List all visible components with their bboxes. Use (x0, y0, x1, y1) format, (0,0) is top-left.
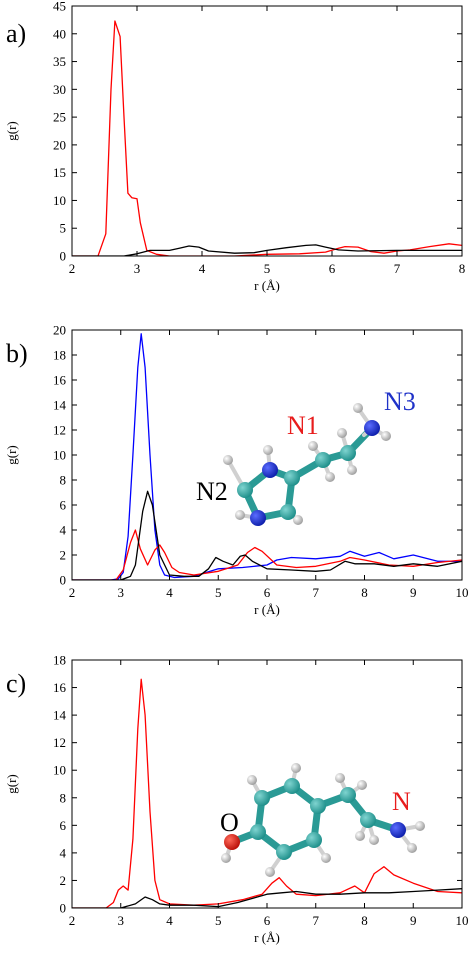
x-axis-label: r (Å) (254, 278, 280, 293)
x-axis-label: r (Å) (254, 602, 280, 617)
x-tick-label: 5 (215, 585, 222, 600)
x-tick-label: 5 (264, 261, 271, 276)
x-tick-label: 8 (361, 913, 368, 928)
y-tick-label: 0 (60, 249, 67, 264)
y-tick-label: 4 (60, 523, 67, 538)
plot-frame (71, 5, 463, 257)
x-tick-label: 6 (264, 585, 271, 600)
x-tick-label: 6 (329, 261, 336, 276)
y-tick-label: 4 (60, 845, 67, 860)
y-tick-label: 20 (53, 323, 66, 338)
y-tick-label: 0 (60, 573, 67, 588)
y-axis-label: g(r) (4, 774, 19, 794)
x-tick-label: 3 (118, 585, 125, 600)
y-tick-label: 40 (53, 26, 66, 41)
x-tick-label: 7 (313, 585, 320, 600)
y-tick-label: 18 (53, 653, 66, 668)
y-tick-label: 5 (60, 221, 67, 236)
y-tick-label: 30 (53, 82, 66, 97)
label-o: O (220, 808, 239, 837)
y-tick-label: 16 (53, 373, 67, 388)
y-tick-label: 16 (53, 680, 67, 695)
x-tick-label: 10 (456, 913, 469, 928)
y-tick-label: 0 (60, 901, 67, 916)
panel-label: c) (6, 669, 26, 698)
y-tick-label: 12 (53, 423, 66, 438)
y-tick-label: 20 (53, 137, 66, 152)
label-n1: N1 (287, 411, 319, 440)
x-tick-label: 2 (69, 913, 76, 928)
series-line-1 (72, 529, 462, 580)
y-tick-label: 2 (60, 548, 67, 563)
label-n3: N3 (384, 387, 416, 416)
y-tick-label: 2 (60, 873, 67, 888)
x-tick-label: 9 (410, 913, 417, 928)
x-tick-label: 8 (361, 585, 368, 600)
y-tick-label: 12 (53, 735, 66, 750)
y-tick-label: 15 (53, 165, 66, 180)
y-tick-label: 10 (53, 763, 66, 778)
series-line-1 (72, 244, 462, 256)
y-tick-label: 6 (60, 818, 67, 833)
x-axis-label: r (Å) (254, 930, 280, 945)
x-tick-label: 10 (456, 585, 469, 600)
y-axis-label: g(r) (4, 121, 19, 141)
y-tick-label: 14 (53, 398, 67, 413)
panel-label: a) (6, 19, 26, 48)
series-line-0 (72, 678, 462, 908)
x-tick-label: 8 (459, 261, 466, 276)
y-axis-label: g(r) (4, 445, 19, 465)
histamine-molecule (223, 403, 391, 526)
label-n: N (392, 787, 411, 816)
y-tick-label: 10 (53, 448, 66, 463)
x-tick-label: 4 (166, 585, 173, 600)
x-tick-label: 4 (166, 913, 173, 928)
x-tick-label: 7 (394, 261, 401, 276)
label-n2: N2 (196, 477, 228, 506)
y-tick-label: 35 (53, 54, 66, 69)
series-line-2 (72, 490, 462, 580)
tyramine-molecule (221, 763, 425, 877)
x-tick-label: 3 (118, 913, 125, 928)
panel-label: b) (6, 339, 28, 368)
x-tick-label: 2 (69, 585, 76, 600)
y-tick-label: 18 (53, 348, 66, 363)
x-tick-label: 4 (199, 261, 206, 276)
x-tick-label: 9 (410, 585, 417, 600)
series-line-1 (72, 888, 462, 908)
y-tick-label: 25 (53, 110, 66, 125)
x-tick-label: 5 (215, 913, 222, 928)
x-tick-label: 3 (134, 261, 141, 276)
x-tick-label: 6 (264, 913, 271, 928)
series-line-0 (72, 20, 462, 256)
x-tick-label: 7 (313, 913, 320, 928)
y-tick-label: 14 (53, 708, 67, 723)
y-tick-label: 6 (60, 498, 67, 513)
y-tick-label: 45 (53, 0, 66, 14)
y-tick-label: 8 (60, 473, 67, 488)
y-tick-label: 8 (60, 790, 67, 805)
x-tick-label: 2 (69, 261, 76, 276)
y-tick-label: 10 (53, 193, 66, 208)
